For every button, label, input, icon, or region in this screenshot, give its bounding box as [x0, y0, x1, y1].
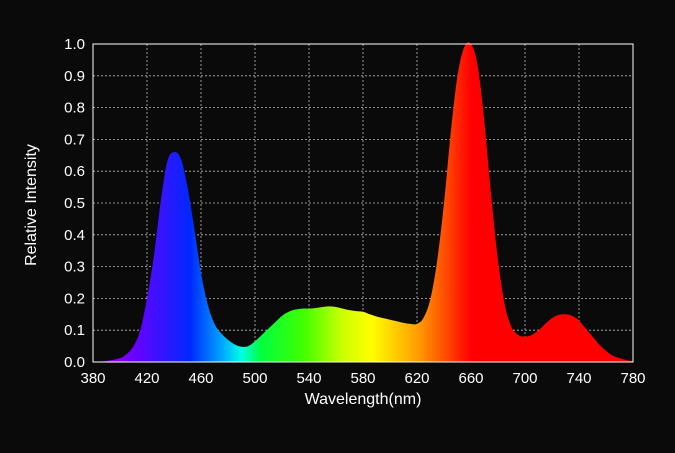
y-axis-ticks: 0.0 0.1 0.2 0.3 0.4 0.5 0.6 0.7 0.8 0.9 1.0 — [64, 36, 85, 371]
y-tick-label: 0.5 — [64, 195, 85, 212]
x-tick-label: 540 — [296, 370, 321, 387]
y-tick-label: 0.6 — [64, 163, 85, 180]
x-tick-label: 580 — [350, 370, 375, 387]
y-tick-label: 0.1 — [64, 322, 85, 339]
x-tick-label: 700 — [512, 370, 537, 387]
x-axis-ticks: 380 420 460 500 540 580 620 660 700 740 780 — [80, 370, 645, 387]
y-axis-label: Relative Intensity — [23, 144, 40, 266]
y-tick-label: 0.8 — [64, 100, 85, 117]
x-tick-label: 780 — [620, 370, 645, 387]
plot-frame — [92, 43, 634, 363]
x-tick-label: 500 — [242, 370, 267, 387]
x-tick-label: 420 — [134, 370, 159, 387]
x-axis-label: Wavelength(nm) — [305, 391, 422, 408]
x-tick-label: 620 — [404, 370, 429, 387]
x-tick-label: 660 — [458, 370, 483, 387]
y-tick-label: 0.7 — [64, 131, 85, 148]
y-tick-label: 0.9 — [64, 68, 85, 85]
x-tick-label: 460 — [188, 370, 213, 387]
spectrum-area — [93, 42, 633, 363]
y-tick-label: 0.2 — [64, 290, 85, 307]
y-tick-label: 0.0 — [64, 354, 85, 371]
x-tick-label: 740 — [566, 370, 591, 387]
y-tick-label: 0.4 — [64, 227, 85, 244]
y-tick-label: 0.3 — [64, 259, 85, 276]
x-tick-label: 380 — [80, 370, 105, 387]
y-tick-label: 1.0 — [64, 36, 85, 53]
